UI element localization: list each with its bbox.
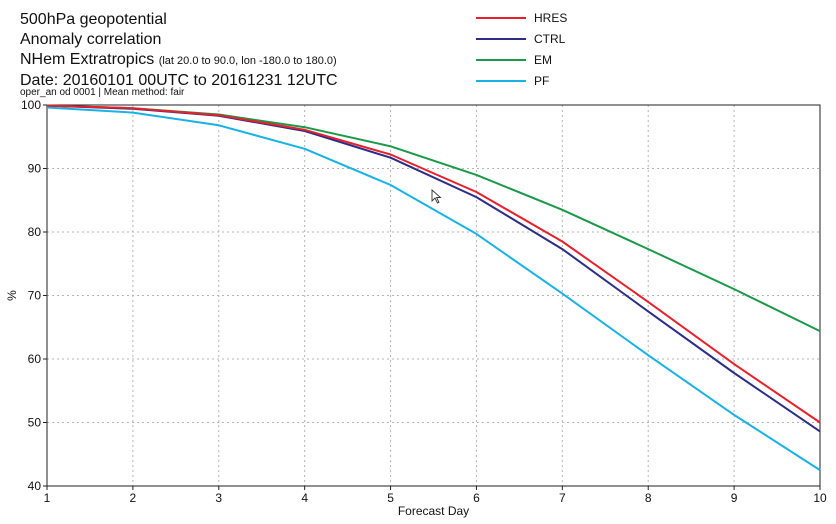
legend-item-hres: HRES xyxy=(476,7,567,28)
x-tick-label: 2 xyxy=(130,491,137,505)
mouse-cursor-icon xyxy=(431,189,442,204)
y-tick-label: 60 xyxy=(28,352,42,366)
x-tick-label: 3 xyxy=(215,491,222,505)
chart-meta: oper_an od 0001 | Mean method: fair xyxy=(20,87,185,98)
chart-region-detail: (lat 20.0 to 90.0, lon -180.0 to 180.0) xyxy=(158,55,337,67)
x-tick-label: 9 xyxy=(731,491,738,505)
chart-date-range: Date: 20160101 00UTC to 20161231 12UTC xyxy=(20,72,338,89)
legend-swatch xyxy=(476,37,526,40)
x-tick-label: 5 xyxy=(387,491,394,505)
chart-region-line: NHem Extratropics (lat 20.0 to 90.0, lon… xyxy=(20,50,338,71)
legend-swatch xyxy=(476,16,526,19)
x-tick-label: 1 xyxy=(44,491,51,505)
x-tick-label: 8 xyxy=(645,491,652,505)
legend-item-ctrl: CTRL xyxy=(476,28,567,49)
legend-label: HRES xyxy=(534,10,568,25)
legend-swatch xyxy=(476,79,526,82)
y-tick-label: 100 xyxy=(21,98,41,112)
y-axis-label: % xyxy=(5,290,19,301)
chart-legend: HRES CTRL EM PF xyxy=(476,7,567,91)
y-tick-label: 80 xyxy=(28,225,42,239)
y-tick-label: 40 xyxy=(28,479,42,493)
x-tick-label: 4 xyxy=(301,491,308,505)
x-tick-label: 10 xyxy=(813,491,827,505)
legend-label: EM xyxy=(534,52,552,67)
series-line-em xyxy=(46,104,821,332)
chart-title-line-2: Anomaly correlation xyxy=(20,31,162,48)
chart-region: NHem Extratropics xyxy=(20,51,155,68)
legend-label: PF xyxy=(534,73,550,88)
y-tick-label: 70 xyxy=(28,289,42,303)
legend-swatch xyxy=(476,58,526,61)
series-line-ctrl xyxy=(46,104,821,433)
legend-item-pf: PF xyxy=(476,70,567,91)
series-line-hres xyxy=(46,104,821,424)
x-tick-label: 6 xyxy=(473,491,480,505)
legend-item-em: EM xyxy=(476,49,567,70)
legend-label: CTRL xyxy=(534,31,566,46)
y-tick-label: 90 xyxy=(28,162,42,176)
chart-title-block: 500hPa geopotential Anomaly correlation … xyxy=(20,10,338,91)
chart-title-line-1: 500hPa geopotential xyxy=(20,11,167,28)
y-tick-label: 50 xyxy=(28,416,42,430)
x-tick-label: 7 xyxy=(559,491,566,505)
series-line-pf xyxy=(46,106,821,471)
x-axis-label: Forecast Day xyxy=(398,504,469,518)
